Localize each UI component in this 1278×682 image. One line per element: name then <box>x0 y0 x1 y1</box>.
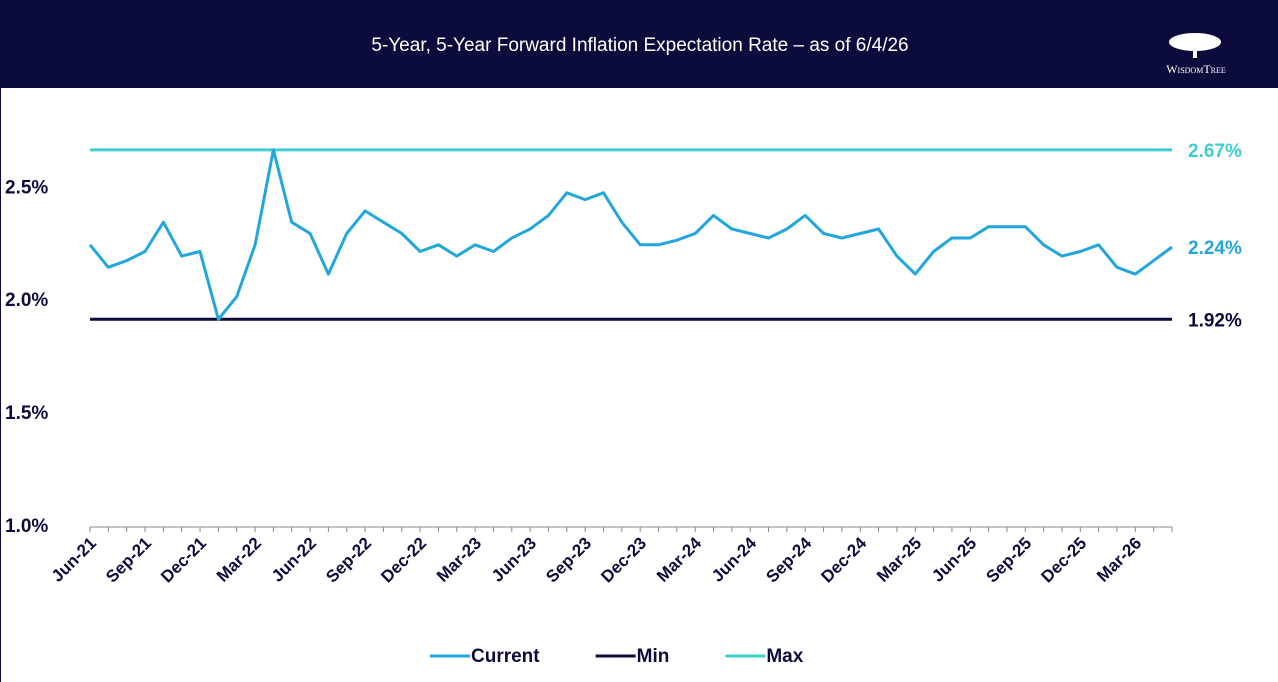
x-tick-label: Sep-24 <box>762 533 815 586</box>
legend-label: Max <box>766 646 803 667</box>
y-tick-label: 1.0% <box>5 516 48 537</box>
logo-tree <box>1169 33 1221 51</box>
logo: WisdomTree <box>1166 33 1226 76</box>
x-tick-label: Dec-24 <box>817 533 870 586</box>
x-tick-label: Mar-25 <box>873 534 925 586</box>
x-tick-label: Sep-21 <box>102 534 155 587</box>
x-tick-label: Jun-21 <box>48 534 100 586</box>
x-tick-label: Dec-25 <box>1037 534 1090 587</box>
reference-label: 1.92% <box>1188 310 1242 331</box>
y-tick-label: 1.5% <box>5 403 48 424</box>
y-tick-label: 2.0% <box>5 290 48 311</box>
x-tick-label: Dec-23 <box>597 534 650 587</box>
end-label: 2.24% <box>1188 238 1242 259</box>
chart-title: 5-Year, 5-Year Forward Inflation Expecta… <box>371 35 908 56</box>
logo-text: WisdomTree <box>1166 62 1226 76</box>
x-tick-label: Sep-22 <box>322 534 375 587</box>
x-tick-label: Mar-24 <box>653 533 706 586</box>
x-tick-label: Mar-23 <box>433 534 485 586</box>
x-tick-label: Dec-22 <box>377 534 430 587</box>
x-tick-label: Jun-23 <box>488 534 540 586</box>
x-tick-label: Sep-25 <box>982 534 1035 587</box>
series-line <box>88 148 1173 321</box>
x-tick-label: Jun-22 <box>268 534 320 586</box>
x-tick-label: Mar-22 <box>213 534 265 586</box>
x-tick-label: Mar-26 <box>1093 534 1145 586</box>
logo-trunk <box>1193 48 1197 58</box>
x-tick-label: Jun-24 <box>708 533 761 586</box>
legend-label: Min <box>637 646 670 667</box>
y-tick-label: 2.5% <box>5 177 48 198</box>
x-tick-label: Sep-23 <box>542 534 595 587</box>
x-tick-label: Dec-21 <box>157 534 210 587</box>
reference-label: 2.67% <box>1188 141 1242 162</box>
legend-label: Current <box>471 646 540 667</box>
x-tick-label: Jun-25 <box>928 534 980 586</box>
header-band <box>0 0 1278 88</box>
